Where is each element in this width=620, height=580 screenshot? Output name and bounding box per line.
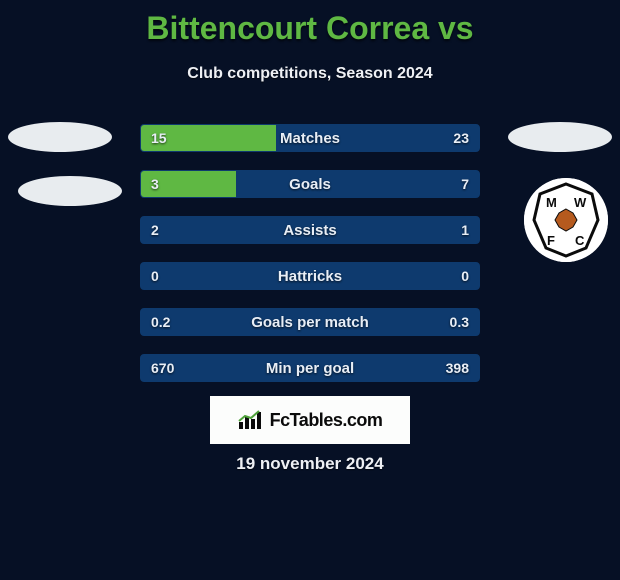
bar-value-right: 7 [461, 171, 469, 197]
bar-chart-icon [238, 410, 264, 430]
svg-text:W: W [574, 195, 587, 210]
bar-value-right: 0.3 [450, 309, 469, 335]
bar-row: 0Hattricks0 [140, 262, 480, 290]
logo-text: FcTables.com [270, 410, 383, 431]
bar-row: 0.2Goals per match0.3 [140, 308, 480, 336]
svg-text:M: M [546, 195, 557, 210]
bar-row: 15Matches23 [140, 124, 480, 152]
bar-value-right: 23 [453, 125, 469, 151]
svg-text:F: F [547, 233, 555, 248]
flag-right-placeholder [508, 122, 612, 152]
svg-text:C: C [575, 233, 585, 248]
flag-left-placeholder [8, 122, 112, 152]
bar-label: Goals [141, 171, 479, 197]
bar-value-right: 0 [461, 263, 469, 289]
bar-value-right: 398 [446, 355, 469, 381]
club-right-badge: M W F C [524, 178, 608, 262]
bar-label: Matches [141, 125, 479, 151]
bar-label: Hattricks [141, 263, 479, 289]
bar-label: Goals per match [141, 309, 479, 335]
page-title: Bittencourt Correa vs [0, 0, 620, 47]
bar-row: 670Min per goal398 [140, 354, 480, 382]
fctables-logo: FcTables.com [210, 396, 410, 444]
subtitle: Club competitions, Season 2024 [0, 65, 620, 83]
bar-label: Min per goal [141, 355, 479, 381]
comparison-bars: 15Matches23 3Goals7 2Assists1 0Hattricks0 0.… [140, 124, 480, 400]
bar-row: 2Assists1 [140, 216, 480, 244]
date-text: 19 november 2024 [0, 454, 620, 474]
bar-row: 3Goals7 [140, 170, 480, 198]
bar-label: Assists [141, 217, 479, 243]
club-left-placeholder [18, 176, 122, 206]
bar-value-right: 1 [461, 217, 469, 243]
